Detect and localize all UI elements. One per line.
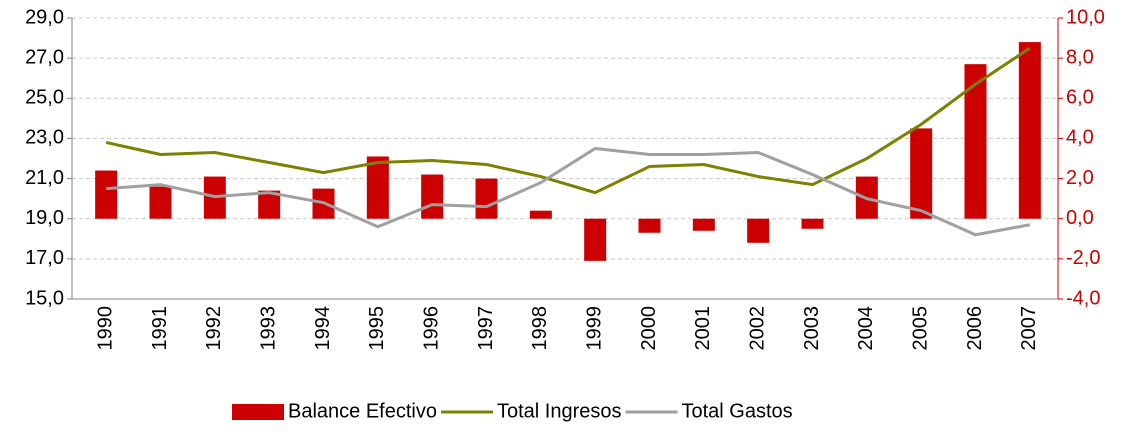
y-tick-label: 23,0 — [25, 127, 64, 149]
bar — [692, 218, 715, 231]
y2-tick-label: 4,0 — [1066, 127, 1094, 149]
y2-tick-label: 2,0 — [1066, 167, 1094, 189]
line — [105, 46, 1031, 195]
x-tick-label: 2003 — [801, 306, 823, 351]
bar — [1018, 42, 1041, 219]
x-tick-label: 1991 — [149, 306, 171, 351]
legend-label: Balance Efectivo — [288, 400, 437, 422]
bar — [638, 218, 661, 233]
bar — [366, 156, 389, 219]
legend-label: Total Gastos — [682, 400, 793, 422]
bar — [475, 178, 498, 219]
x-tick-label: 1997 — [475, 306, 497, 351]
x-tick-label: 1990 — [94, 306, 116, 351]
x-tick-label: 2001 — [692, 306, 714, 351]
y-tick-label: 25,0 — [25, 87, 64, 109]
x-tick-label: 1992 — [203, 306, 225, 351]
line — [106, 146, 1031, 237]
x-tick-label: 2002 — [746, 306, 768, 351]
x-tick-label: 2000 — [638, 306, 660, 351]
y2-tick-label: -4,0 — [1066, 287, 1100, 309]
y-tick-label: 21,0 — [25, 167, 64, 189]
y2-tick-label: 6,0 — [1066, 87, 1094, 109]
bar — [747, 218, 770, 243]
bar — [964, 64, 987, 219]
y-tick-label: 17,0 — [25, 247, 64, 269]
bar — [584, 218, 607, 261]
x-tick-label: 1996 — [420, 306, 442, 351]
x-tick-label: 1993 — [257, 306, 279, 351]
legend-swatch — [232, 404, 284, 420]
y-tick-label: 19,0 — [25, 207, 64, 229]
bar — [529, 210, 552, 219]
y2-tick-label: 10,0 — [1066, 6, 1105, 28]
x-tick-label: 2005 — [909, 306, 931, 351]
x-tick-label: 2007 — [1018, 306, 1040, 351]
y2-tick-label: -2,0 — [1066, 247, 1100, 269]
bar — [258, 190, 281, 219]
x-tick-label: 2006 — [964, 306, 986, 351]
y2-tick-label: 8,0 — [1066, 46, 1094, 68]
x-tick-label: 1999 — [583, 306, 605, 351]
bar — [149, 186, 172, 219]
bar — [910, 128, 933, 219]
x-tick-label: 1998 — [529, 306, 551, 351]
y-tick-label: 15,0 — [25, 287, 64, 309]
x-tick-label: 1994 — [312, 306, 334, 351]
bar — [95, 170, 118, 219]
y2-tick-label: 0,0 — [1066, 207, 1094, 229]
bar — [421, 174, 444, 219]
x-tick-label: 1995 — [366, 306, 388, 351]
bar — [801, 218, 824, 229]
legend-label: Total Ingresos — [497, 400, 622, 422]
x-tick-label: 2004 — [855, 306, 877, 351]
y-tick-label: 29,0 — [25, 6, 64, 28]
y-tick-label: 27,0 — [25, 46, 64, 68]
